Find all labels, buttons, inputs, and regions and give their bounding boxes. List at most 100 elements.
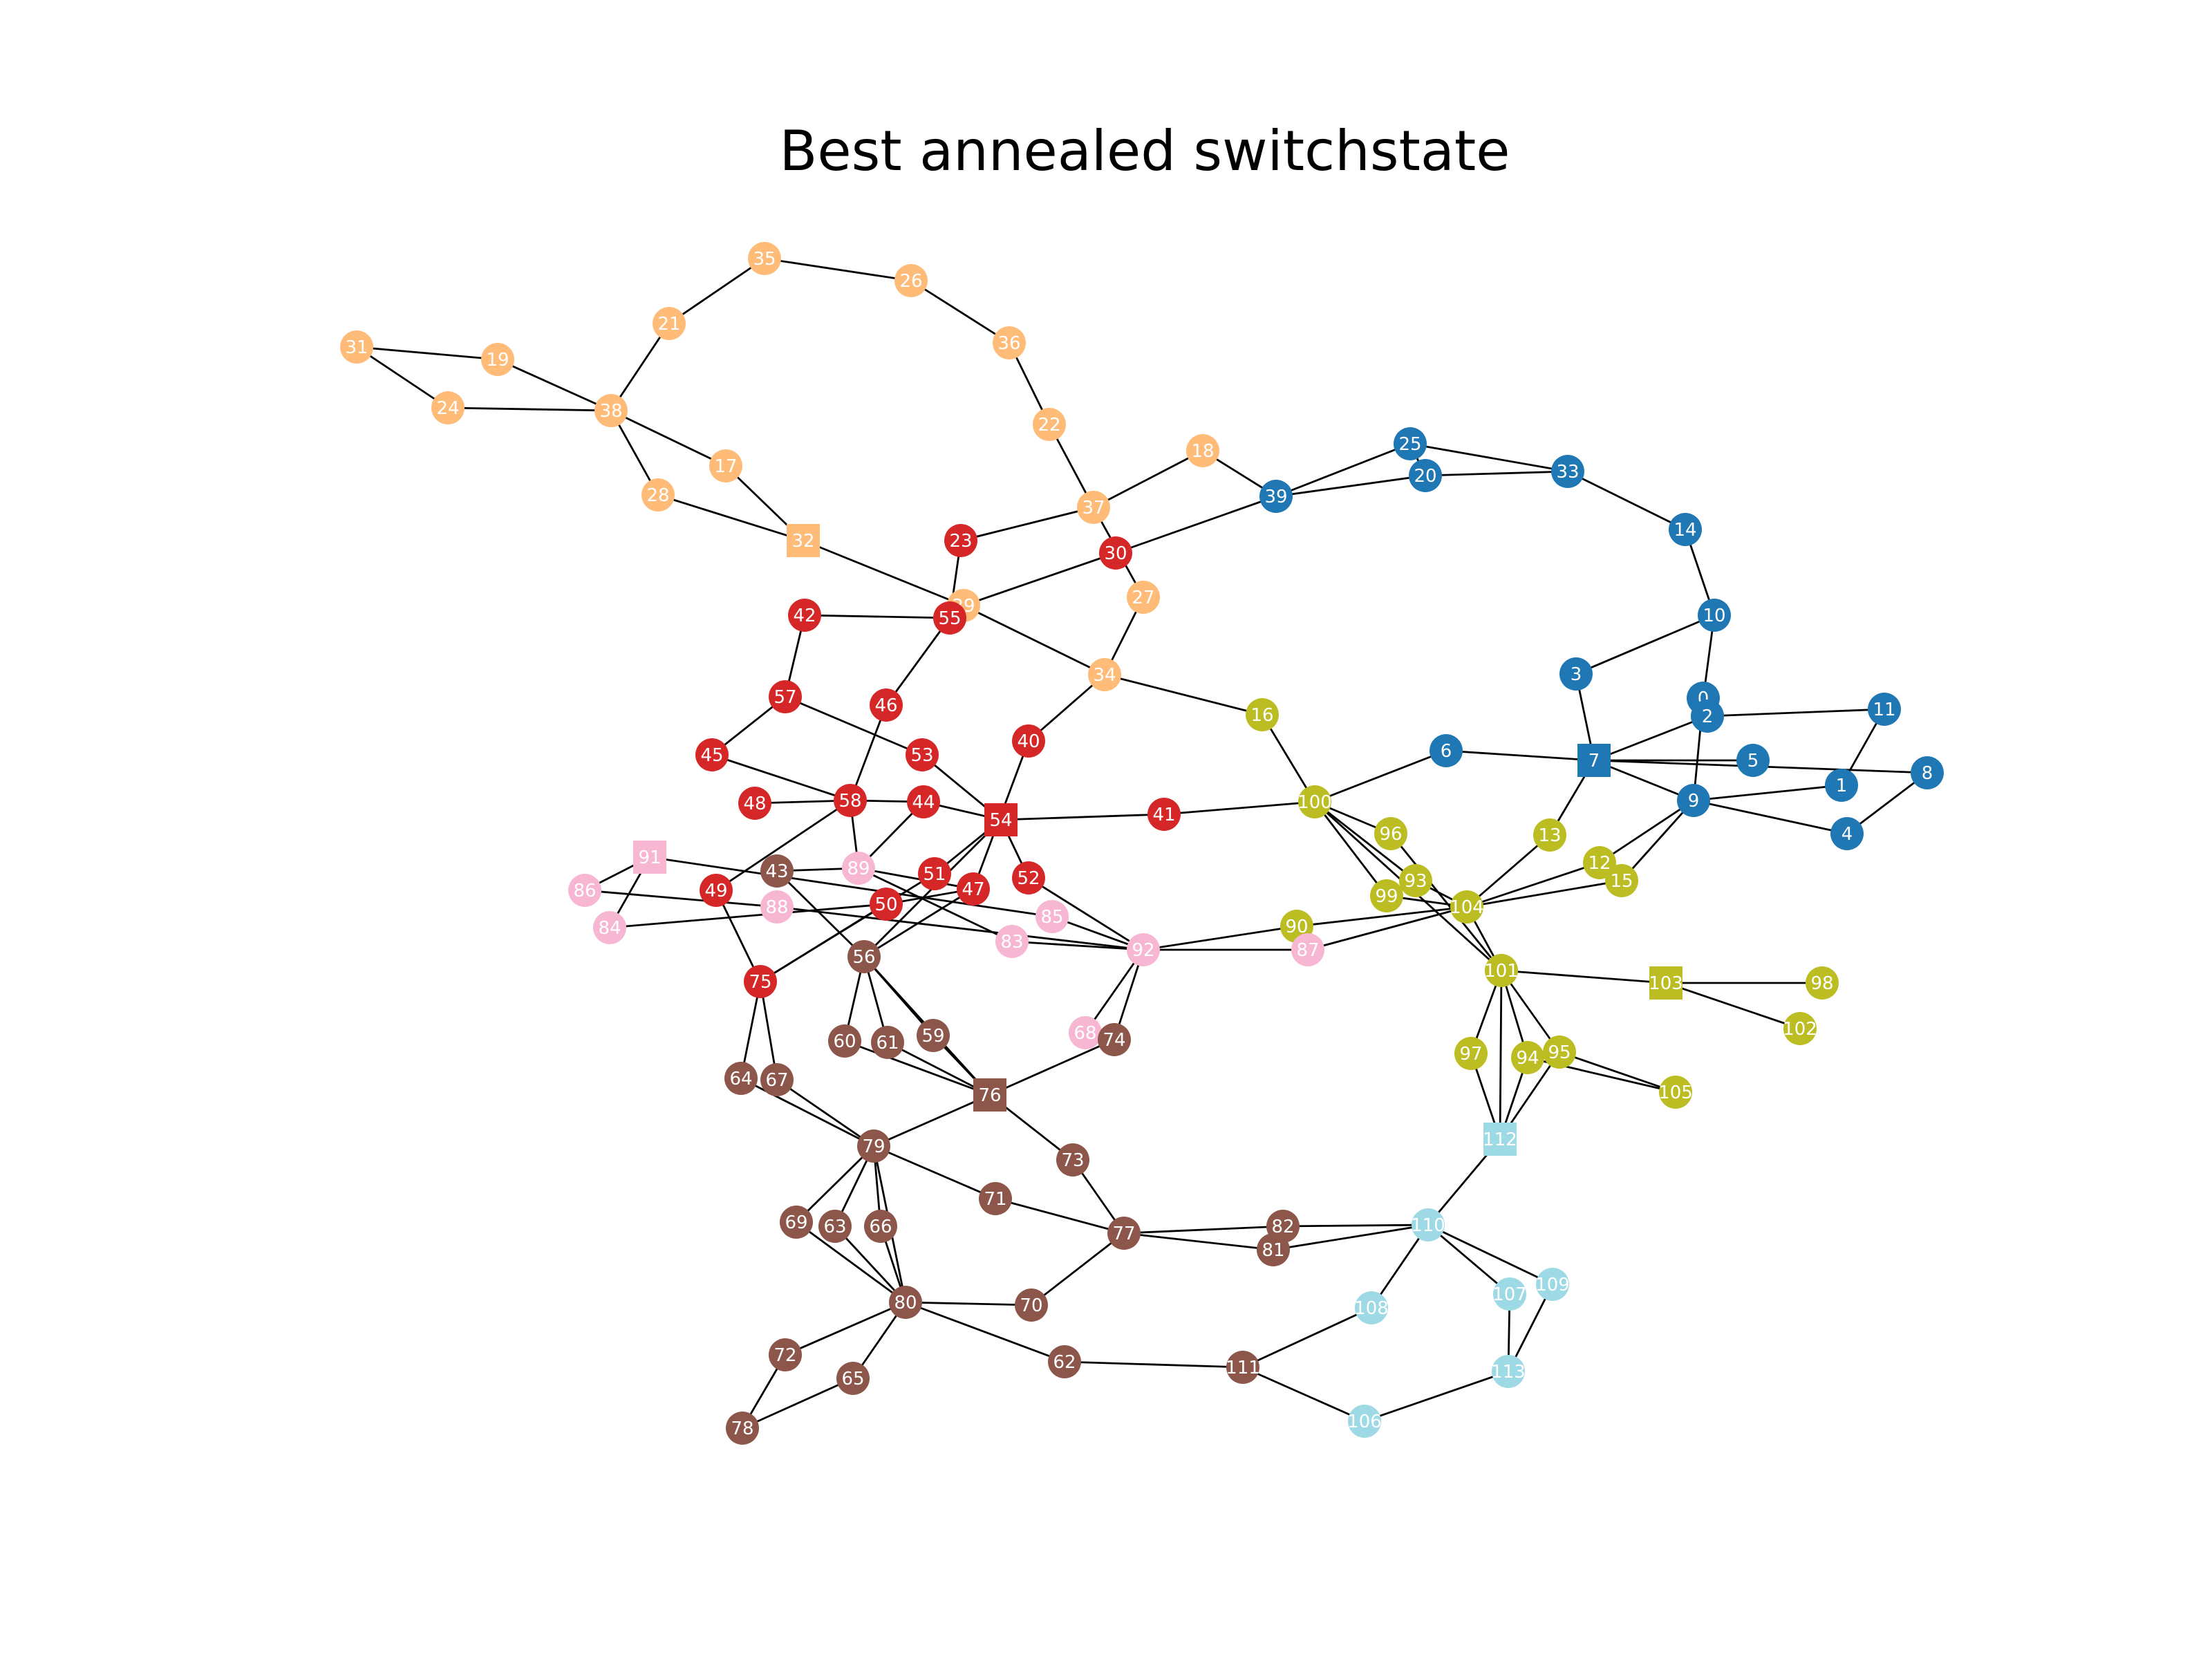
edge-58-49 bbox=[715, 799, 851, 892]
node-circle-64 bbox=[724, 1062, 758, 1095]
node-circle-45 bbox=[695, 738, 729, 771]
node-label-1: 1 bbox=[1836, 776, 1848, 796]
edge-46-58 bbox=[849, 704, 888, 801]
node-97: 97 bbox=[1454, 1037, 1488, 1070]
node-circle-36 bbox=[993, 326, 1026, 359]
edge-76-79 bbox=[873, 1094, 991, 1147]
node-82: 82 bbox=[1266, 1210, 1300, 1243]
node-label-68: 68 bbox=[1074, 1023, 1096, 1044]
node-label-57: 57 bbox=[774, 687, 796, 708]
edge-65-78 bbox=[742, 1377, 854, 1430]
node-label-85: 85 bbox=[1040, 907, 1063, 928]
node-107: 107 bbox=[1492, 1277, 1527, 1311]
node-label-96: 96 bbox=[1379, 824, 1402, 845]
node-99: 99 bbox=[1370, 879, 1403, 912]
node-label-13: 13 bbox=[1538, 825, 1561, 846]
node-label-45: 45 bbox=[700, 745, 723, 766]
node-100: 100 bbox=[1297, 785, 1332, 818]
node-label-99: 99 bbox=[1375, 886, 1398, 907]
node-label-63: 63 bbox=[823, 1217, 846, 1237]
node-6: 6 bbox=[1430, 734, 1463, 767]
node-circle-97 bbox=[1454, 1037, 1488, 1070]
edge-77-82 bbox=[1123, 1225, 1284, 1235]
node-circle-30 bbox=[1099, 536, 1132, 570]
node-27: 27 bbox=[1127, 581, 1160, 614]
node-circle-109 bbox=[1536, 1268, 1569, 1301]
node-circle-5 bbox=[1736, 744, 1770, 777]
node-circle-82 bbox=[1266, 1210, 1300, 1243]
node-59: 59 bbox=[917, 1019, 950, 1052]
node-circle-38 bbox=[594, 394, 628, 427]
node-circle-113 bbox=[1492, 1355, 1525, 1388]
edge-100-93 bbox=[1314, 800, 1416, 882]
node-69: 69 bbox=[780, 1206, 813, 1239]
edge-15-9 bbox=[1620, 800, 1695, 881]
node-36: 36 bbox=[993, 326, 1026, 359]
node-label-112: 112 bbox=[1483, 1130, 1517, 1150]
edge-81-110 bbox=[1273, 1224, 1429, 1251]
node-24: 24 bbox=[431, 391, 465, 424]
node-label-2: 2 bbox=[1702, 706, 1714, 727]
node-circle-23 bbox=[944, 524, 977, 557]
node-3: 3 bbox=[1559, 657, 1593, 691]
node-17: 17 bbox=[709, 449, 742, 482]
node-circle-33 bbox=[1551, 455, 1584, 488]
node-label-107: 107 bbox=[1492, 1284, 1527, 1305]
node-label-109: 109 bbox=[1535, 1275, 1570, 1295]
node-95: 95 bbox=[1543, 1035, 1576, 1069]
node-circle-11 bbox=[1868, 693, 1901, 726]
edge-32-29 bbox=[803, 539, 964, 607]
node-84: 84 bbox=[593, 911, 626, 944]
edge-30-29 bbox=[963, 552, 1116, 607]
node-label-12: 12 bbox=[1588, 853, 1611, 874]
node-label-14: 14 bbox=[1674, 520, 1696, 541]
edge-2-11 bbox=[1707, 708, 1885, 718]
node-label-31: 31 bbox=[345, 337, 368, 358]
node-label-36: 36 bbox=[997, 333, 1020, 354]
node-circle-57 bbox=[769, 680, 802, 713]
node-square-103 bbox=[1649, 966, 1683, 1000]
node-circle-48 bbox=[738, 787, 771, 820]
node-label-15: 15 bbox=[1610, 871, 1633, 892]
node-circle-26 bbox=[894, 264, 928, 297]
node-circle-40 bbox=[1012, 724, 1045, 758]
node-circle-101 bbox=[1485, 954, 1518, 987]
node-circle-77 bbox=[1107, 1217, 1141, 1250]
node-label-50: 50 bbox=[874, 894, 897, 915]
node-circle-8 bbox=[1911, 756, 1944, 789]
node-label-72: 72 bbox=[774, 1345, 796, 1366]
node-label-20: 20 bbox=[1414, 466, 1436, 487]
node-circle-1 bbox=[1825, 769, 1858, 802]
node-circle-75 bbox=[744, 965, 777, 998]
node-label-43: 43 bbox=[765, 861, 788, 882]
node-circle-106 bbox=[1348, 1405, 1381, 1438]
node-87: 87 bbox=[1291, 933, 1324, 966]
node-label-84: 84 bbox=[598, 918, 621, 939]
node-circle-15 bbox=[1605, 864, 1638, 897]
edge-62-111 bbox=[1064, 1360, 1244, 1369]
node-circle-4 bbox=[1830, 817, 1864, 850]
node-circle-25 bbox=[1394, 427, 1427, 460]
node-circle-110 bbox=[1412, 1208, 1445, 1241]
edge-4-8 bbox=[1846, 771, 1928, 835]
node-circle-3 bbox=[1559, 657, 1593, 691]
node-label-105: 105 bbox=[1658, 1082, 1693, 1103]
node-8: 8 bbox=[1911, 756, 1944, 789]
node-circle-62 bbox=[1048, 1345, 1081, 1378]
node-67: 67 bbox=[760, 1063, 794, 1096]
node-label-24: 24 bbox=[436, 398, 459, 419]
node-label-75: 75 bbox=[749, 972, 771, 993]
node-label-30: 30 bbox=[1104, 543, 1127, 564]
node-19: 19 bbox=[481, 343, 514, 376]
edge-39-25 bbox=[1275, 442, 1411, 498]
node-35: 35 bbox=[748, 242, 781, 275]
edge-83-92 bbox=[1011, 940, 1144, 951]
node-circle-61 bbox=[871, 1026, 904, 1059]
node-label-106: 106 bbox=[1347, 1412, 1382, 1432]
edge-45-58 bbox=[711, 753, 851, 802]
node-label-100: 100 bbox=[1297, 792, 1332, 813]
node-56: 56 bbox=[847, 940, 881, 973]
node-label-82: 82 bbox=[1271, 1217, 1294, 1237]
node-label-27: 27 bbox=[1132, 588, 1154, 608]
node-89: 89 bbox=[842, 852, 875, 885]
